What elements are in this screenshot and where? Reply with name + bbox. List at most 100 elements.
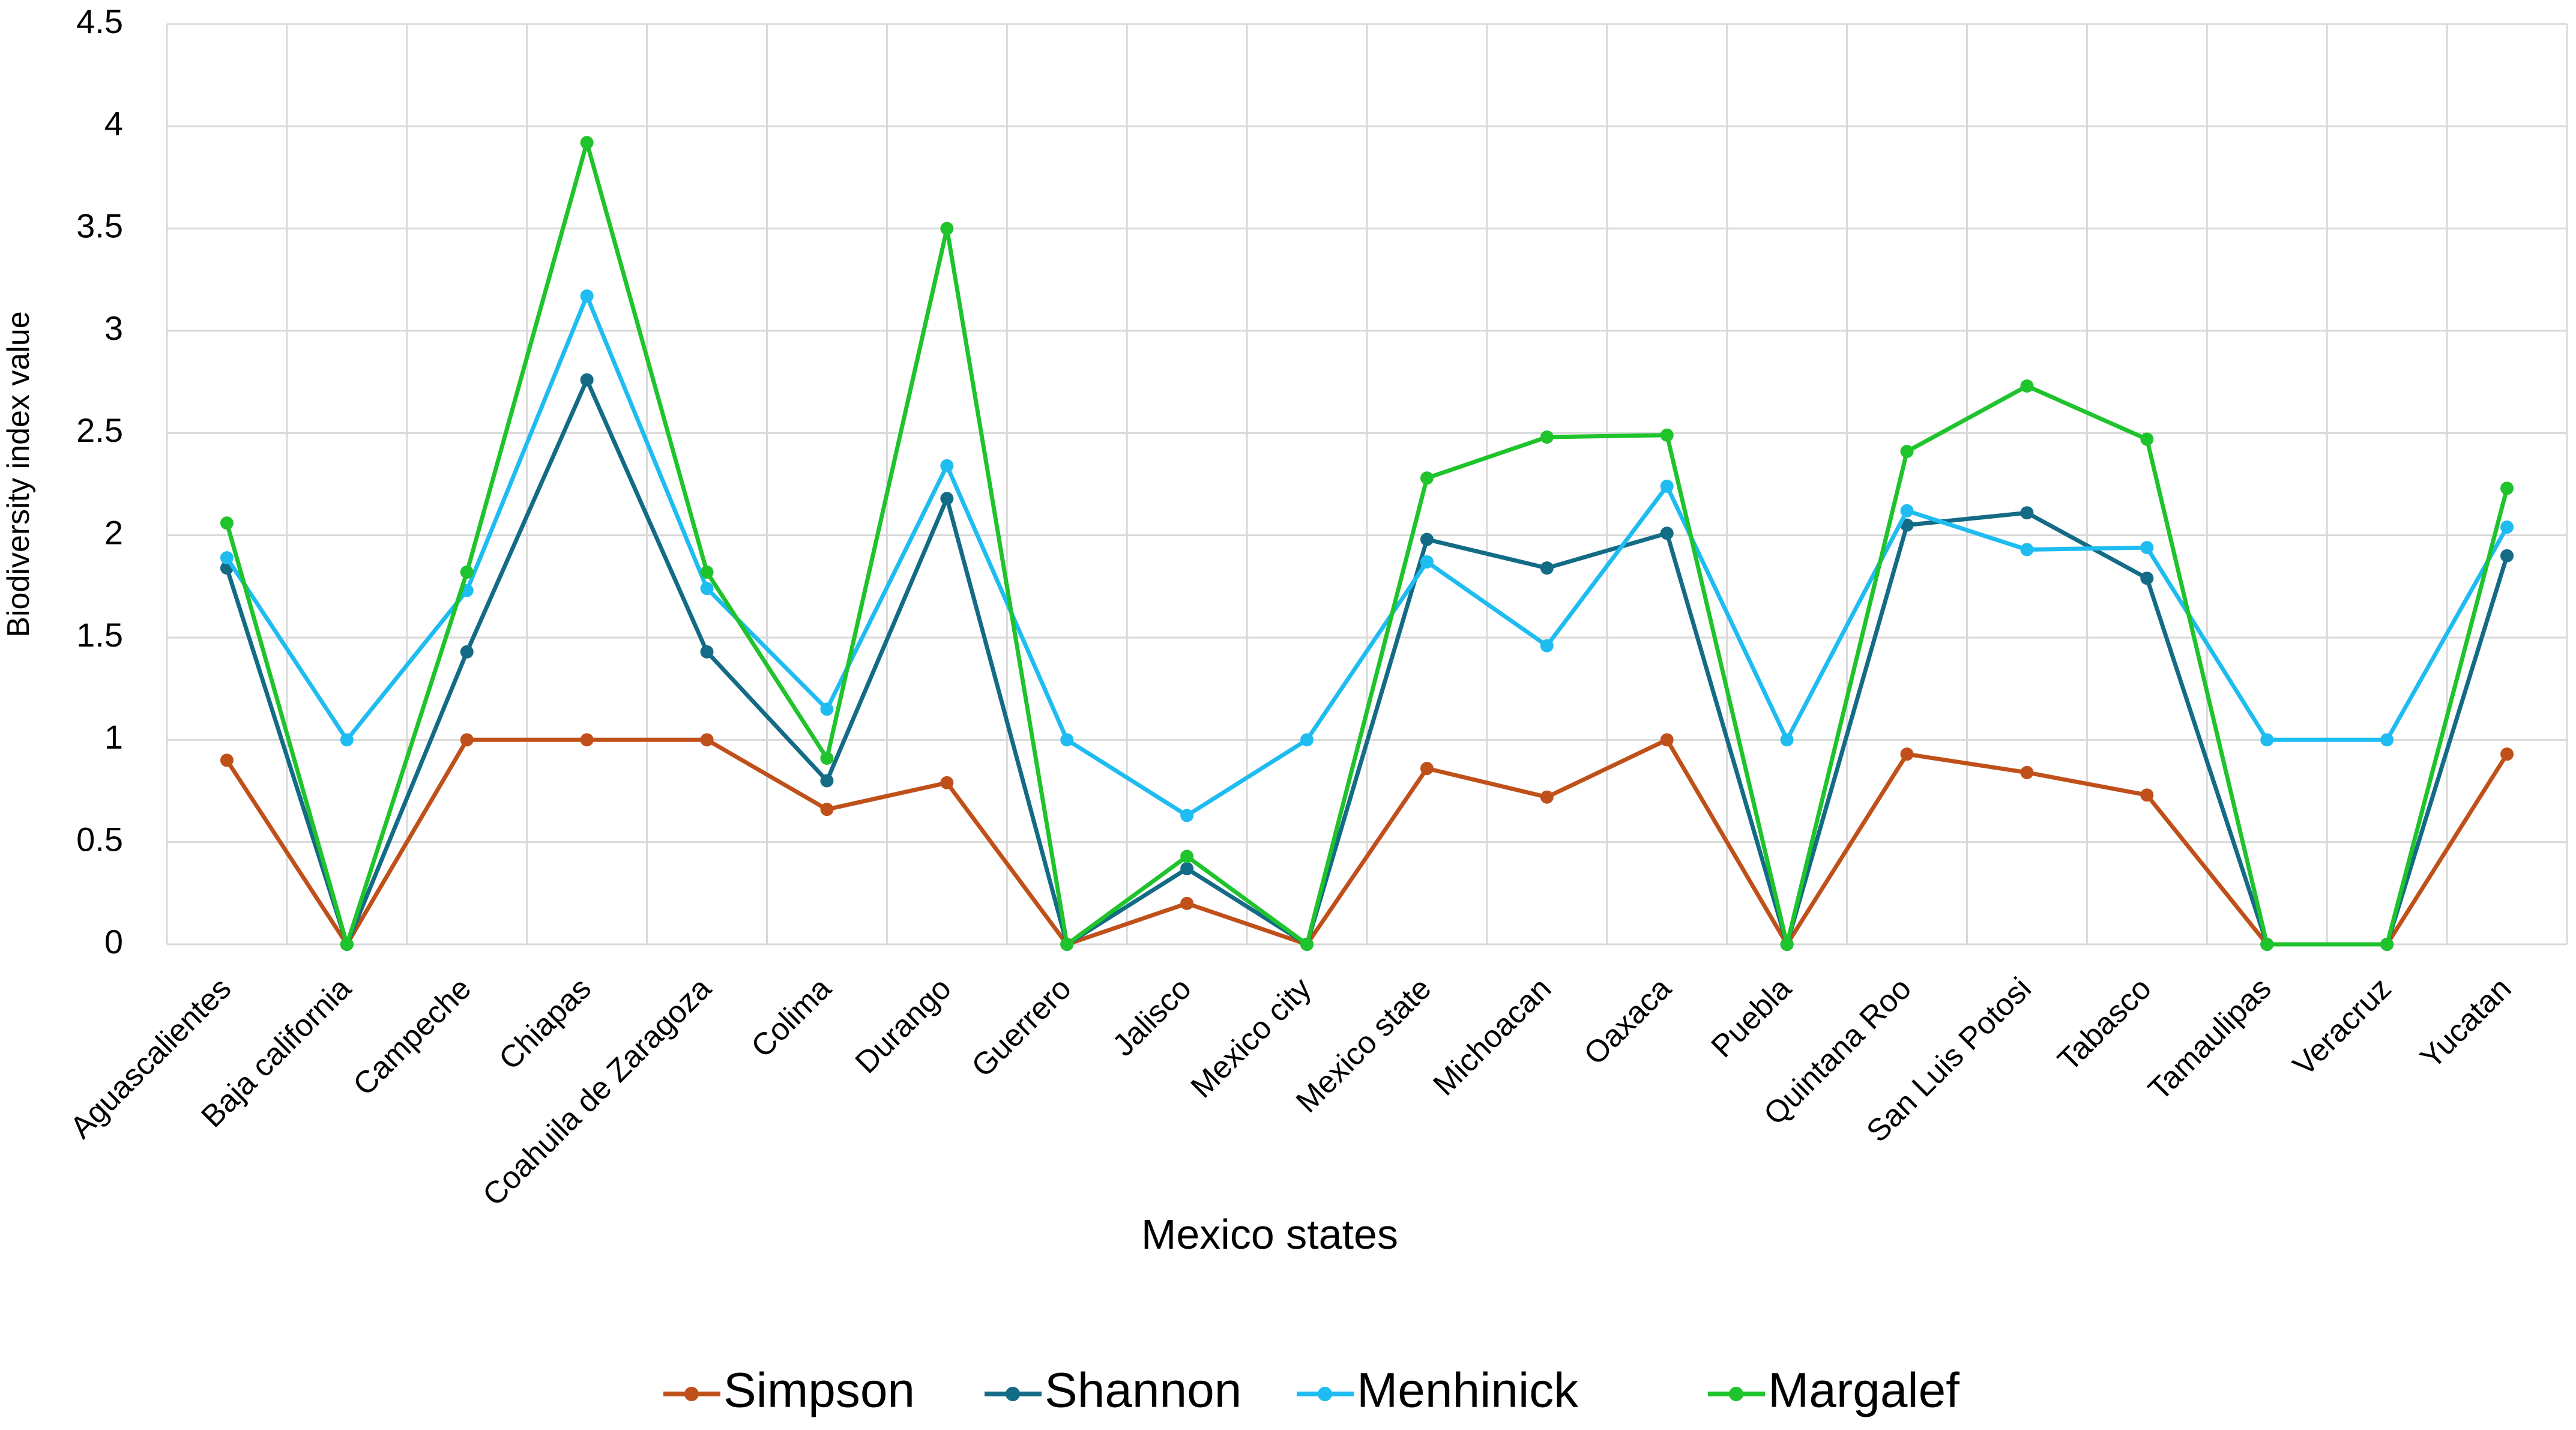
data-point (2020, 543, 2034, 557)
data-point (1780, 938, 1794, 951)
data-point (1420, 471, 1434, 485)
data-point (2140, 432, 2154, 446)
y-tick-label: 3.5 (76, 207, 123, 244)
y-axis-title: Biodiversity index value (1, 311, 36, 637)
data-point (1660, 526, 1674, 540)
x-tick-label: Yucatan (2414, 971, 2518, 1075)
data-point (2140, 572, 2154, 585)
data-point (940, 459, 954, 472)
data-point (700, 565, 714, 579)
data-point (940, 776, 954, 789)
series-line (225, 378, 2509, 947)
data-point (1060, 938, 1074, 951)
data-point (2260, 733, 2274, 747)
data-point (2260, 938, 2274, 951)
x-tick-label: Tabasco (2051, 971, 2158, 1078)
data-point (700, 645, 714, 659)
data-point (1420, 555, 1434, 569)
data-point (2500, 481, 2514, 495)
y-tick-label: 0 (104, 923, 123, 961)
data-point (220, 551, 234, 565)
series-line (225, 294, 2509, 818)
data-point (1540, 561, 1554, 575)
data-point (1060, 733, 1074, 747)
legend-item-menhinick: Menhinick (1297, 1363, 1579, 1418)
data-point (2500, 520, 2514, 534)
legend-swatch-marker (1729, 1387, 1743, 1401)
data-point (2500, 549, 2514, 563)
series-lines (220, 136, 2514, 951)
y-tick-label: 2.5 (76, 411, 123, 449)
legend-item-simpson: Simpson (663, 1363, 915, 1418)
legend-item-margalef: Margalef (1708, 1363, 1959, 1418)
data-point (1900, 504, 1914, 517)
data-point (1660, 479, 1674, 493)
data-point (580, 289, 594, 303)
data-point (1180, 896, 1194, 910)
data-point (2500, 747, 2514, 761)
legend-swatch-marker (1006, 1387, 1020, 1401)
data-point (1420, 762, 1434, 776)
x-tick-label: Chiapas (492, 971, 598, 1076)
data-point (2140, 541, 2154, 555)
data-point (820, 751, 834, 765)
data-point (1660, 733, 1674, 747)
y-tick-label: 3 (104, 309, 123, 347)
data-point (2140, 788, 2154, 802)
data-point (940, 222, 954, 235)
data-point (2020, 379, 2034, 393)
x-tick-label: Mexico city (1184, 971, 1318, 1105)
legend-label: Margalef (1768, 1363, 1959, 1418)
legend-item-shannon: Shannon (985, 1363, 1241, 1418)
series-line (225, 737, 2509, 947)
y-tick-label: 4 (104, 104, 123, 142)
data-point (1420, 532, 1434, 546)
x-tick-label: Guerrero (965, 971, 1078, 1084)
x-tick-label: Michoacan (1427, 971, 1558, 1102)
y-tick-label: 4.5 (76, 2, 123, 40)
x-tick-label: Tamaulipas (2142, 971, 2278, 1107)
data-point (1900, 518, 1914, 532)
x-tick-label: Colima (744, 971, 837, 1064)
x-tick-label: Campeche (346, 971, 478, 1102)
x-tick-label: Veracruz (2287, 971, 2398, 1082)
gridlines (166, 23, 2568, 946)
data-point (2020, 506, 2034, 520)
x-tick-label: Puebla (1705, 971, 1799, 1064)
legend-label: Menhinick (1357, 1363, 1579, 1418)
data-point (2380, 938, 2394, 951)
data-point (700, 582, 714, 596)
data-point (940, 492, 954, 505)
data-point (1300, 733, 1314, 747)
data-point (580, 373, 594, 387)
data-point (220, 753, 234, 767)
data-point (340, 938, 354, 951)
data-point (1540, 430, 1554, 444)
x-tick-label: Coahuila de Zaragoza (476, 971, 718, 1213)
y-tick-label: 2 (104, 513, 123, 551)
data-point (580, 733, 594, 747)
x-tick-label: Jalisco (1106, 971, 1198, 1063)
data-point (580, 136, 594, 149)
data-point (1540, 790, 1554, 804)
data-point (820, 774, 834, 788)
series-line (225, 140, 2509, 947)
data-point (1900, 747, 1914, 761)
data-point (700, 733, 714, 747)
data-point (460, 565, 474, 579)
data-point (460, 645, 474, 659)
data-point (1660, 428, 1674, 442)
legend-swatch-marker (684, 1387, 699, 1401)
x-axis-title: Mexico states (1141, 1211, 1398, 1258)
series-margalef (220, 136, 2514, 951)
data-point (1180, 849, 1194, 863)
data-point (2380, 733, 2394, 747)
data-point (820, 702, 834, 716)
data-point (2020, 765, 2034, 779)
data-point (1300, 938, 1314, 951)
y-tick-label: 0.5 (76, 820, 123, 858)
y-axis-ticks: 0 0.5 1 1.5 2 2.5 3 3.5 4 4.5 (76, 2, 123, 961)
data-point (460, 733, 474, 747)
